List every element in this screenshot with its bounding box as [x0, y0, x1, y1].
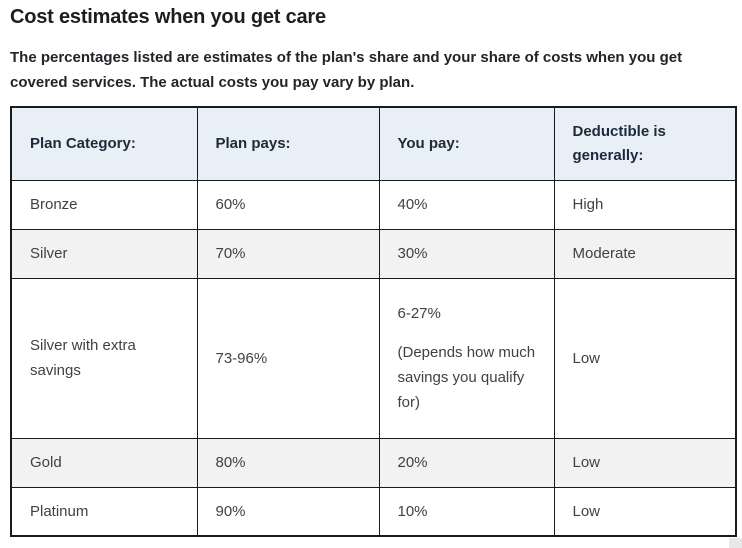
cell-plan-pays: 90% [196, 486, 380, 537]
cell-deductible: Low [553, 277, 737, 439]
table-header-row: Plan Category: Plan pays: You pay: Deduc… [10, 106, 737, 181]
cell-plan-pays: 80% [196, 437, 380, 488]
table-row-silver-extra-savings: Silver with extra savings 73-96% 6-27% (… [10, 277, 737, 439]
cell-plan-pays: 73-96% [196, 277, 380, 439]
header-deductible: Deductible is generally: [553, 106, 737, 181]
cell-deductible: Moderate [553, 228, 737, 279]
resize-grip [729, 538, 742, 548]
cell-category: Bronze [10, 179, 198, 230]
you-pay-note: (Depends how much savings you qualify fo… [397, 344, 536, 411]
header-plan-category: Plan Category: [10, 106, 198, 181]
cost-estimates-table: Plan Category: Plan pays: You pay: Deduc… [10, 106, 737, 537]
cell-plan-pays: 70% [196, 228, 380, 279]
page-title: Cost estimates when you get care [10, 6, 326, 28]
cell-deductible: Low [553, 486, 737, 537]
cell-deductible: High [553, 179, 737, 230]
page-subtitle: The percentages listed are estimates of … [10, 49, 683, 91]
cell-category: Silver with extra savings [10, 277, 198, 439]
you-pay-range: 6-27% [397, 305, 441, 322]
cell-category: Gold [10, 437, 198, 488]
cell-you-pay: 30% [378, 228, 555, 279]
cell-you-pay: 20% [378, 437, 555, 488]
table-row-platinum: Platinum 90% 10% Low [10, 486, 737, 537]
header-you-pay: You pay: [378, 106, 555, 181]
cell-you-pay: 6-27% (Depends how much savings you qual… [378, 277, 555, 439]
cell-you-pay: 40% [378, 179, 555, 230]
header-plan-pays: Plan pays: [196, 106, 380, 181]
table-row-silver: Silver 70% 30% Moderate [10, 228, 737, 279]
cell-category: Platinum [10, 486, 198, 537]
table-row-gold: Gold 80% 20% Low [10, 437, 737, 488]
page-content: Cost estimates when you get care The per… [10, 6, 737, 537]
cell-you-pay: 10% [378, 486, 555, 537]
table-row-bronze: Bronze 60% 40% High [10, 179, 737, 230]
cell-category: Silver [10, 228, 198, 279]
cell-plan-pays: 60% [196, 179, 380, 230]
cell-deductible: Low [553, 437, 737, 488]
